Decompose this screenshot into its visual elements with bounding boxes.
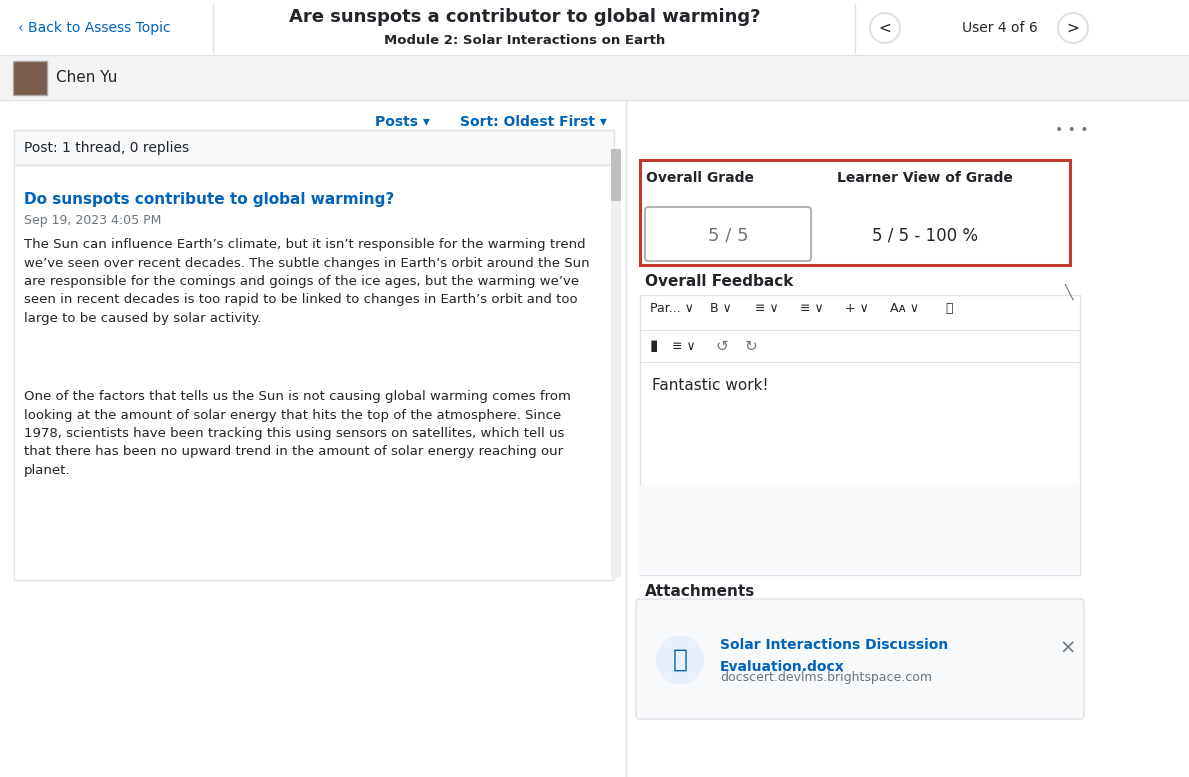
Text: • • •: • • • [1056, 123, 1089, 137]
FancyBboxPatch shape [0, 0, 1189, 55]
Text: ▮: ▮ [650, 339, 659, 354]
FancyBboxPatch shape [640, 485, 1080, 575]
Text: ≡ ∨: ≡ ∨ [672, 340, 696, 353]
Text: Attachments: Attachments [644, 584, 755, 600]
Text: Post: 1 thread, 0 replies: Post: 1 thread, 0 replies [24, 141, 189, 155]
Text: ≡ ∨: ≡ ∨ [800, 301, 824, 315]
Text: The Sun can influence Earth’s climate, but it isn’t responsible for the warming : The Sun can influence Earth’s climate, b… [24, 238, 590, 325]
Text: Module 2: Solar Interactions on Earth: Module 2: Solar Interactions on Earth [384, 33, 666, 47]
Text: User 4 of 6: User 4 of 6 [962, 21, 1038, 35]
Text: ╲: ╲ [1064, 284, 1072, 300]
Text: <: < [879, 20, 892, 36]
Text: 🔗: 🔗 [673, 648, 687, 672]
Text: Fantastic work!: Fantastic work! [652, 378, 768, 393]
Text: >: > [1067, 20, 1080, 36]
FancyBboxPatch shape [14, 130, 614, 165]
FancyBboxPatch shape [611, 165, 621, 578]
Text: One of the factors that tells us the Sun is not causing global warming comes fro: One of the factors that tells us the Sun… [24, 390, 571, 477]
Text: + ∨: + ∨ [845, 301, 869, 315]
FancyBboxPatch shape [13, 61, 48, 95]
Text: docscert.devlms.brightspace.com: docscert.devlms.brightspace.com [721, 671, 932, 685]
Text: Par... ∨: Par... ∨ [650, 301, 694, 315]
Text: ‹ Back to Assess Topic: ‹ Back to Assess Topic [18, 21, 171, 35]
FancyBboxPatch shape [644, 207, 811, 261]
FancyBboxPatch shape [640, 295, 1080, 575]
Text: ≡ ∨: ≡ ∨ [755, 301, 779, 315]
Text: ↻: ↻ [746, 339, 757, 354]
FancyBboxPatch shape [611, 149, 621, 201]
FancyBboxPatch shape [14, 165, 614, 580]
Text: Are sunspots a contributor to global warming?: Are sunspots a contributor to global war… [289, 8, 761, 26]
Text: Posts ▾: Posts ▾ [375, 115, 430, 129]
Text: Overall Feedback: Overall Feedback [644, 274, 793, 290]
Text: Learner View of Grade: Learner View of Grade [837, 171, 1013, 185]
Text: Chen Yu: Chen Yu [56, 71, 118, 85]
Text: Sep 19, 2023 4:05 PM: Sep 19, 2023 4:05 PM [24, 214, 162, 227]
Text: ↺: ↺ [715, 339, 728, 354]
FancyBboxPatch shape [636, 599, 1084, 719]
Text: Overall Grade: Overall Grade [646, 171, 754, 185]
FancyBboxPatch shape [640, 160, 1070, 265]
Text: ×: × [1059, 639, 1076, 657]
FancyBboxPatch shape [0, 55, 1189, 100]
Text: ⛶: ⛶ [945, 301, 952, 315]
Text: B ∨: B ∨ [710, 301, 731, 315]
Text: 5 / 5 - 100 %: 5 / 5 - 100 % [872, 226, 979, 244]
Text: Do sunspots contribute to global warming?: Do sunspots contribute to global warming… [24, 192, 395, 207]
Text: 5 / 5: 5 / 5 [707, 226, 748, 244]
Circle shape [656, 636, 704, 684]
Text: Aᴀ ∨: Aᴀ ∨ [891, 301, 919, 315]
Text: Solar Interactions Discussion
Evaluation.docx: Solar Interactions Discussion Evaluation… [721, 638, 949, 674]
Text: Sort: Oldest First ▾: Sort: Oldest First ▾ [460, 115, 606, 129]
